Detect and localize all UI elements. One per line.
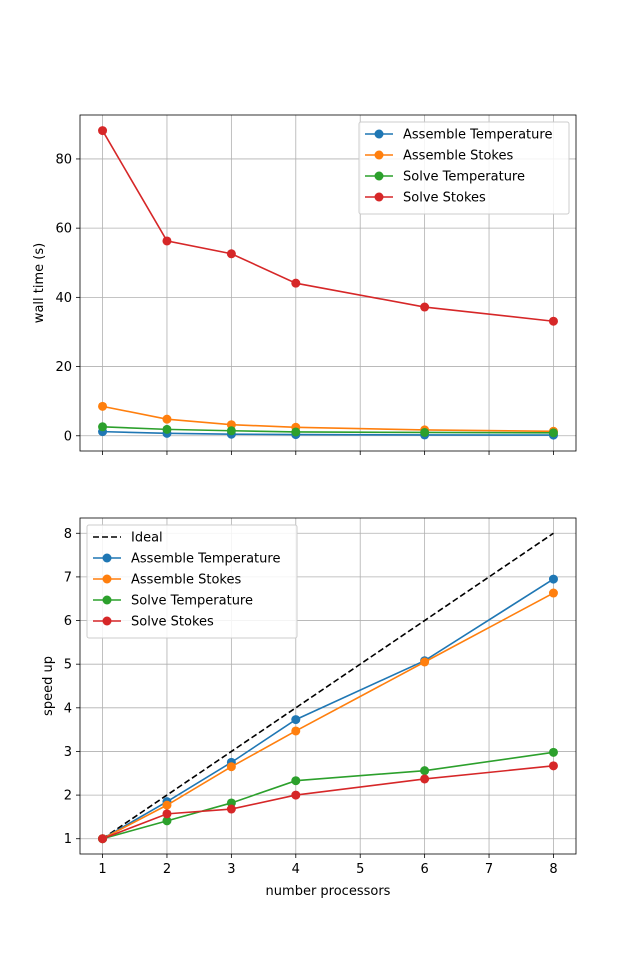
y-tick-label: 4 [64,701,72,716]
data-point [420,766,430,776]
y-tick-label: 2 [64,789,72,804]
data-point [226,762,236,772]
data-point [548,316,558,326]
legend-marker [374,129,384,139]
y-tick-label: 6 [64,614,72,629]
data-point [162,236,172,246]
x-tick-label: 3 [227,862,235,877]
series-line-0 [102,430,554,436]
y-tick-label: 8 [64,527,72,542]
legend-marker [374,150,384,160]
speed-up-chart: 1 2 3 4 5 6 7 8 1 2 3 4 5 6 7 8 speed up number process… [41,517,577,899]
data-point [420,302,430,312]
data-point [162,816,172,826]
legend-marker [102,574,112,584]
series-line-3 [101,130,554,323]
x-tick-label: 6 [420,862,428,877]
data-point [548,747,558,757]
data-point [98,401,108,411]
data-point [420,427,430,437]
x-tick-label: 2 [163,862,171,877]
data-point [548,588,558,598]
data-point [420,657,430,667]
data-point [291,790,301,800]
series-line-2 [102,425,554,434]
legend-label: Assemble Temperature [403,128,552,143]
legend-marker [374,192,384,202]
data-point [162,424,172,434]
data-point [226,804,236,814]
data-point [162,414,172,424]
y-tick-label: 7 [64,570,72,585]
legend-box [86,524,298,639]
series-line-2 [102,592,554,840]
legend-marker [102,616,112,626]
legend-marker [374,171,384,181]
legend-label: Solve Stokes [131,615,214,630]
data-point [291,776,301,786]
data-point [98,834,108,844]
legend-marker [102,595,112,605]
data-point [548,761,558,771]
y-tick-label: 0 [64,429,72,444]
data-point [226,249,236,259]
x-tick-label: 7 [485,862,493,877]
x-tick-label: 1 [98,862,106,877]
legend-label: Solve Temperature [131,594,253,609]
plot-frame [79,114,577,452]
data-point [291,726,301,736]
legend-box [358,121,570,215]
y-tick-label: 5 [64,658,72,673]
legend-label: Solve Stokes [403,191,486,206]
legend-label: Assemble Stokes [131,573,241,588]
y-axis-label: speed up [41,656,56,716]
y-tick-label: 60 [55,222,72,237]
data-point [98,422,108,432]
x-tick-label: 4 [292,862,300,877]
data-point [98,126,108,136]
x-axis-label: number processors [266,884,391,899]
legend-label: Ideal [131,531,163,546]
x-tick-label: 8 [549,862,557,877]
y-tick-label: 20 [55,360,72,375]
y-axis-label: wall time (s) [32,243,47,323]
data-point [162,800,172,810]
legend-label: Assemble Temperature [131,552,280,567]
legend-label: Assemble Stokes [403,149,513,164]
series-line-1 [102,578,554,840]
data-point [291,715,301,725]
y-tick-label: 3 [64,745,72,760]
legend-label: Solve Temperature [403,170,525,185]
y-tick-label: 80 [55,152,72,167]
series-line-4 [102,765,554,840]
y-tick-label: 40 [55,291,72,306]
series-line-0 [102,532,554,840]
plot-frame [79,517,577,855]
data-point [291,278,301,288]
wall-time-chart: 0 20 40 60 80 wall time (s) Assemble Tempera… [32,114,577,455]
y-tick-label: 1 [64,832,72,847]
data-point [548,428,558,438]
x-tick-label: 5 [356,862,364,877]
series-line-3 [102,751,554,840]
data-point [291,427,301,437]
data-point [420,774,430,784]
legend-marker [102,553,112,563]
data-point [162,809,172,819]
series-line-1 [102,405,554,433]
data-point [226,426,236,436]
data-point [548,574,558,584]
